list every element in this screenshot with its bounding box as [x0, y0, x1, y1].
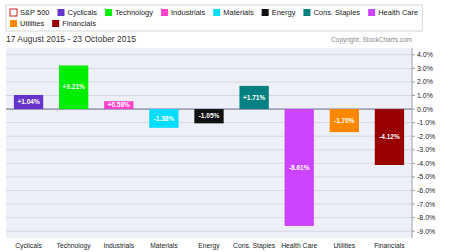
- grid-line: [6, 231, 412, 232]
- y-axis: -9.0% -8.0% -7.0% -6.0% -5.0% -4.0% -3.0% -2.0%…: [412, 48, 435, 238]
- legend-swatch: [303, 9, 310, 16]
- data-label: -1.70%: [334, 117, 355, 124]
- tick-label: -7.0%: [417, 201, 435, 208]
- tick-mark: [412, 122, 415, 123]
- tick-label: 4.0%: [417, 51, 433, 58]
- category-label: Financials: [374, 242, 405, 249]
- legend-swatch: [10, 9, 17, 16]
- legend-label: Industrials: [171, 8, 205, 17]
- category-label: Energy: [198, 242, 220, 250]
- annotation: Copyright, StockCharts.com: [331, 36, 412, 44]
- x-axis: Cyclicals Technology Industrials Materials E…: [15, 242, 405, 250]
- plot-background: [6, 48, 412, 238]
- legend-label: Utilities: [20, 19, 44, 28]
- title: 17 August 2015 - 23 October 2015: [6, 34, 136, 44]
- grid-line: [6, 217, 412, 218]
- bar: [194, 109, 223, 123]
- tick-label: 1.0%: [417, 92, 433, 99]
- chart: S&P 500 Cyclicals Technology Industrials Mat…: [0, 0, 450, 252]
- tick-mark: [412, 190, 415, 191]
- category-label: Health Care: [281, 242, 317, 249]
- bar: [104, 101, 133, 109]
- legend-label: Materials: [223, 8, 254, 17]
- tick-label: -8.0%: [417, 214, 435, 221]
- bar: [239, 86, 268, 109]
- legend-swatch: [52, 20, 59, 27]
- grid: [6, 55, 412, 231]
- legend-swatch: [10, 20, 17, 27]
- legend-swatch: [161, 9, 168, 16]
- category-label: Utilities: [333, 242, 355, 249]
- data-label: -4.12%: [379, 133, 400, 140]
- tick-label: 2.0%: [417, 78, 433, 85]
- bars: [14, 66, 404, 226]
- y-axis-line: [412, 48, 413, 238]
- legend-label: Financials: [62, 19, 96, 28]
- category-label: Technology: [57, 242, 92, 250]
- tick-mark: [412, 109, 415, 110]
- grid-line: [6, 204, 412, 205]
- tick-mark: [412, 81, 415, 82]
- tick-mark: [412, 231, 415, 232]
- tick-mark: [412, 95, 415, 96]
- tick-label: -5.0%: [417, 173, 435, 180]
- tick-mark: [412, 54, 415, 55]
- legend-label: Cyclicals: [67, 8, 97, 17]
- category-label: Materials: [150, 242, 178, 249]
- data-label: +0.58%: [108, 101, 130, 108]
- legend-label: Cons. Staples: [313, 8, 360, 17]
- data-label: +3.21%: [63, 83, 85, 90]
- tick-label: 3.0%: [417, 65, 433, 72]
- grid-line: [6, 176, 412, 177]
- tick-mark: [412, 136, 415, 137]
- tick-mark: [412, 176, 415, 177]
- bar: [149, 109, 178, 128]
- category-label: Cyclicals: [15, 242, 42, 250]
- tick-mark: [412, 149, 415, 150]
- grid-line: [6, 190, 412, 191]
- grid-line: [6, 136, 412, 137]
- tick-label: -9.0%: [417, 228, 435, 235]
- tick-mark: [412, 217, 415, 218]
- tick-label: -3.0%: [417, 146, 435, 153]
- data-label: +1.04%: [17, 98, 39, 105]
- data-label: -8.61%: [289, 164, 310, 171]
- category-label: Cons. Staples: [233, 242, 276, 250]
- legend-label: Technology: [115, 8, 153, 17]
- legend-swatch: [262, 9, 269, 16]
- tick-label: 0.0%: [417, 106, 433, 113]
- legend-swatch: [368, 9, 375, 16]
- data-label: -1.05%: [199, 112, 220, 119]
- bar: [330, 109, 359, 132]
- legend-label: S&P 500: [20, 8, 49, 17]
- grid-line: [6, 149, 412, 150]
- grid-line: [6, 54, 412, 55]
- data-labels: +1.04% +3.21% +0.58% -1.38% -1.05% +1.71% -8.6…: [17, 83, 400, 170]
- data-label: +1.71%: [243, 94, 265, 101]
- legend-label: Energy: [272, 8, 296, 17]
- bar: [375, 109, 404, 165]
- bar: [59, 66, 88, 110]
- legend-label: Health Care: [378, 8, 418, 17]
- tick-label: -6.0%: [417, 187, 435, 194]
- tick-mark: [412, 68, 415, 69]
- legend: S&P 500 Cyclicals Technology Industrials Mat…: [6, 5, 422, 31]
- data-label: -1.38%: [154, 115, 175, 122]
- tick-label: -4.0%: [417, 160, 435, 167]
- bar: [14, 95, 43, 109]
- bar: [285, 109, 314, 226]
- tick-label: -2.0%: [417, 133, 435, 140]
- legend-swatch: [105, 9, 112, 16]
- legend-swatch: [213, 9, 220, 16]
- legend-frame: [6, 5, 422, 31]
- tick-mark: [412, 163, 415, 164]
- grid-line: [6, 163, 412, 164]
- category-label: Industrials: [103, 242, 134, 249]
- tick-mark: [412, 204, 415, 205]
- legend-swatch: [57, 9, 64, 16]
- tick-label: -1.0%: [417, 119, 435, 126]
